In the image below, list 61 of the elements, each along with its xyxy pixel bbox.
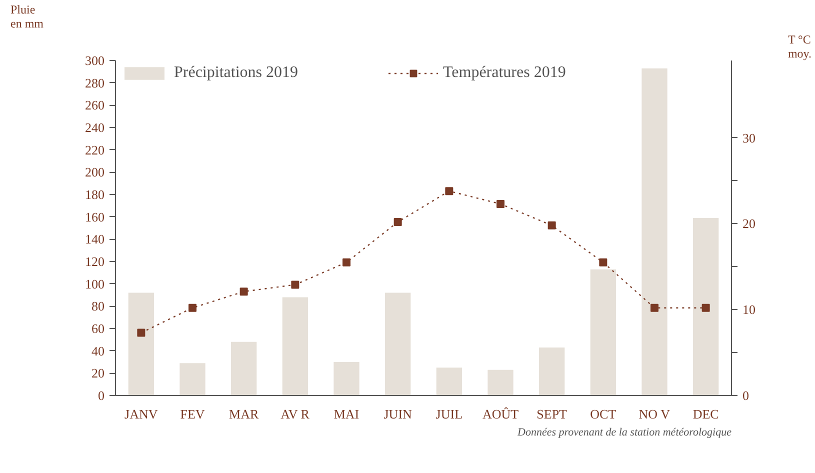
- y-tick-label: 300: [85, 53, 104, 68]
- text: Données provenant de la station météorologique: [516, 426, 732, 438]
- x-tick-label: AOÛT: [482, 406, 519, 422]
- point: [394, 218, 402, 226]
- x-tick-label: DEC: [692, 406, 719, 422]
- y-tick-label: 200: [85, 164, 104, 180]
- x-tick-label: OCT: [590, 406, 616, 422]
- y-tick-label: 220: [85, 142, 104, 158]
- y-tick-label: 40: [92, 343, 104, 358]
- y-tick-label: 280: [85, 75, 104, 90]
- y-tick-label: 120: [85, 254, 104, 269]
- y-tick-label: 60: [92, 321, 104, 336]
- y-tick-label: 0: [98, 388, 104, 403]
- bar: [436, 368, 462, 396]
- x-tick-label: MAI: [334, 406, 360, 422]
- y2-tick-label: 20: [742, 216, 756, 232]
- x-tick-label: NO V: [638, 406, 671, 422]
- bar: [693, 218, 719, 396]
- point: [188, 304, 196, 312]
- y2-tick-label: 30: [742, 130, 756, 146]
- bar: [180, 363, 206, 396]
- y-tick-label: 20: [92, 366, 104, 381]
- bar: [282, 297, 308, 396]
- bar: [590, 269, 616, 396]
- point: [548, 221, 556, 230]
- legend-label: Précipitations 2019: [174, 64, 298, 82]
- x-tick-label: JUIN: [384, 406, 413, 422]
- bar: [539, 347, 565, 396]
- y2-tick-label: 10: [742, 302, 756, 318]
- y-tick-label: 140: [85, 232, 104, 247]
- y-tick-label: 80: [92, 298, 104, 314]
- bar: [128, 292, 154, 396]
- point: [137, 328, 146, 337]
- x-tick-label: AV R: [280, 406, 310, 422]
- point: [291, 280, 300, 289]
- bar: [385, 292, 411, 396]
- bar: [642, 68, 668, 396]
- point: [702, 304, 710, 312]
- y-tick-label: 100: [85, 276, 104, 292]
- y2-tick-label: 0: [742, 388, 749, 403]
- y-tick-label: 180: [85, 187, 104, 202]
- x-tick-label: JUIL: [436, 406, 463, 422]
- bar: [334, 362, 360, 396]
- x-tick-label: SEPT: [536, 406, 568, 422]
- x-tick-label: MAR: [229, 406, 259, 422]
- point: [496, 200, 504, 208]
- point: [342, 258, 350, 266]
- y-tick-label: 240: [85, 120, 104, 135]
- bar: [488, 370, 514, 396]
- x-tick-label: FEV: [180, 406, 206, 422]
- bar: [231, 342, 257, 396]
- x-tick-label: JANV: [124, 406, 158, 422]
- y2-axis-title: T °C moy.: [788, 32, 812, 60]
- point: [240, 288, 248, 296]
- point: [445, 187, 454, 196]
- y-axis-title: Pluie en mm: [10, 2, 44, 30]
- y-tick-label: 160: [85, 209, 104, 224]
- legend-label: Températures 2019: [442, 64, 566, 82]
- point: [650, 304, 658, 312]
- point: [599, 258, 608, 266]
- y-tick-label: 260: [85, 98, 104, 113]
